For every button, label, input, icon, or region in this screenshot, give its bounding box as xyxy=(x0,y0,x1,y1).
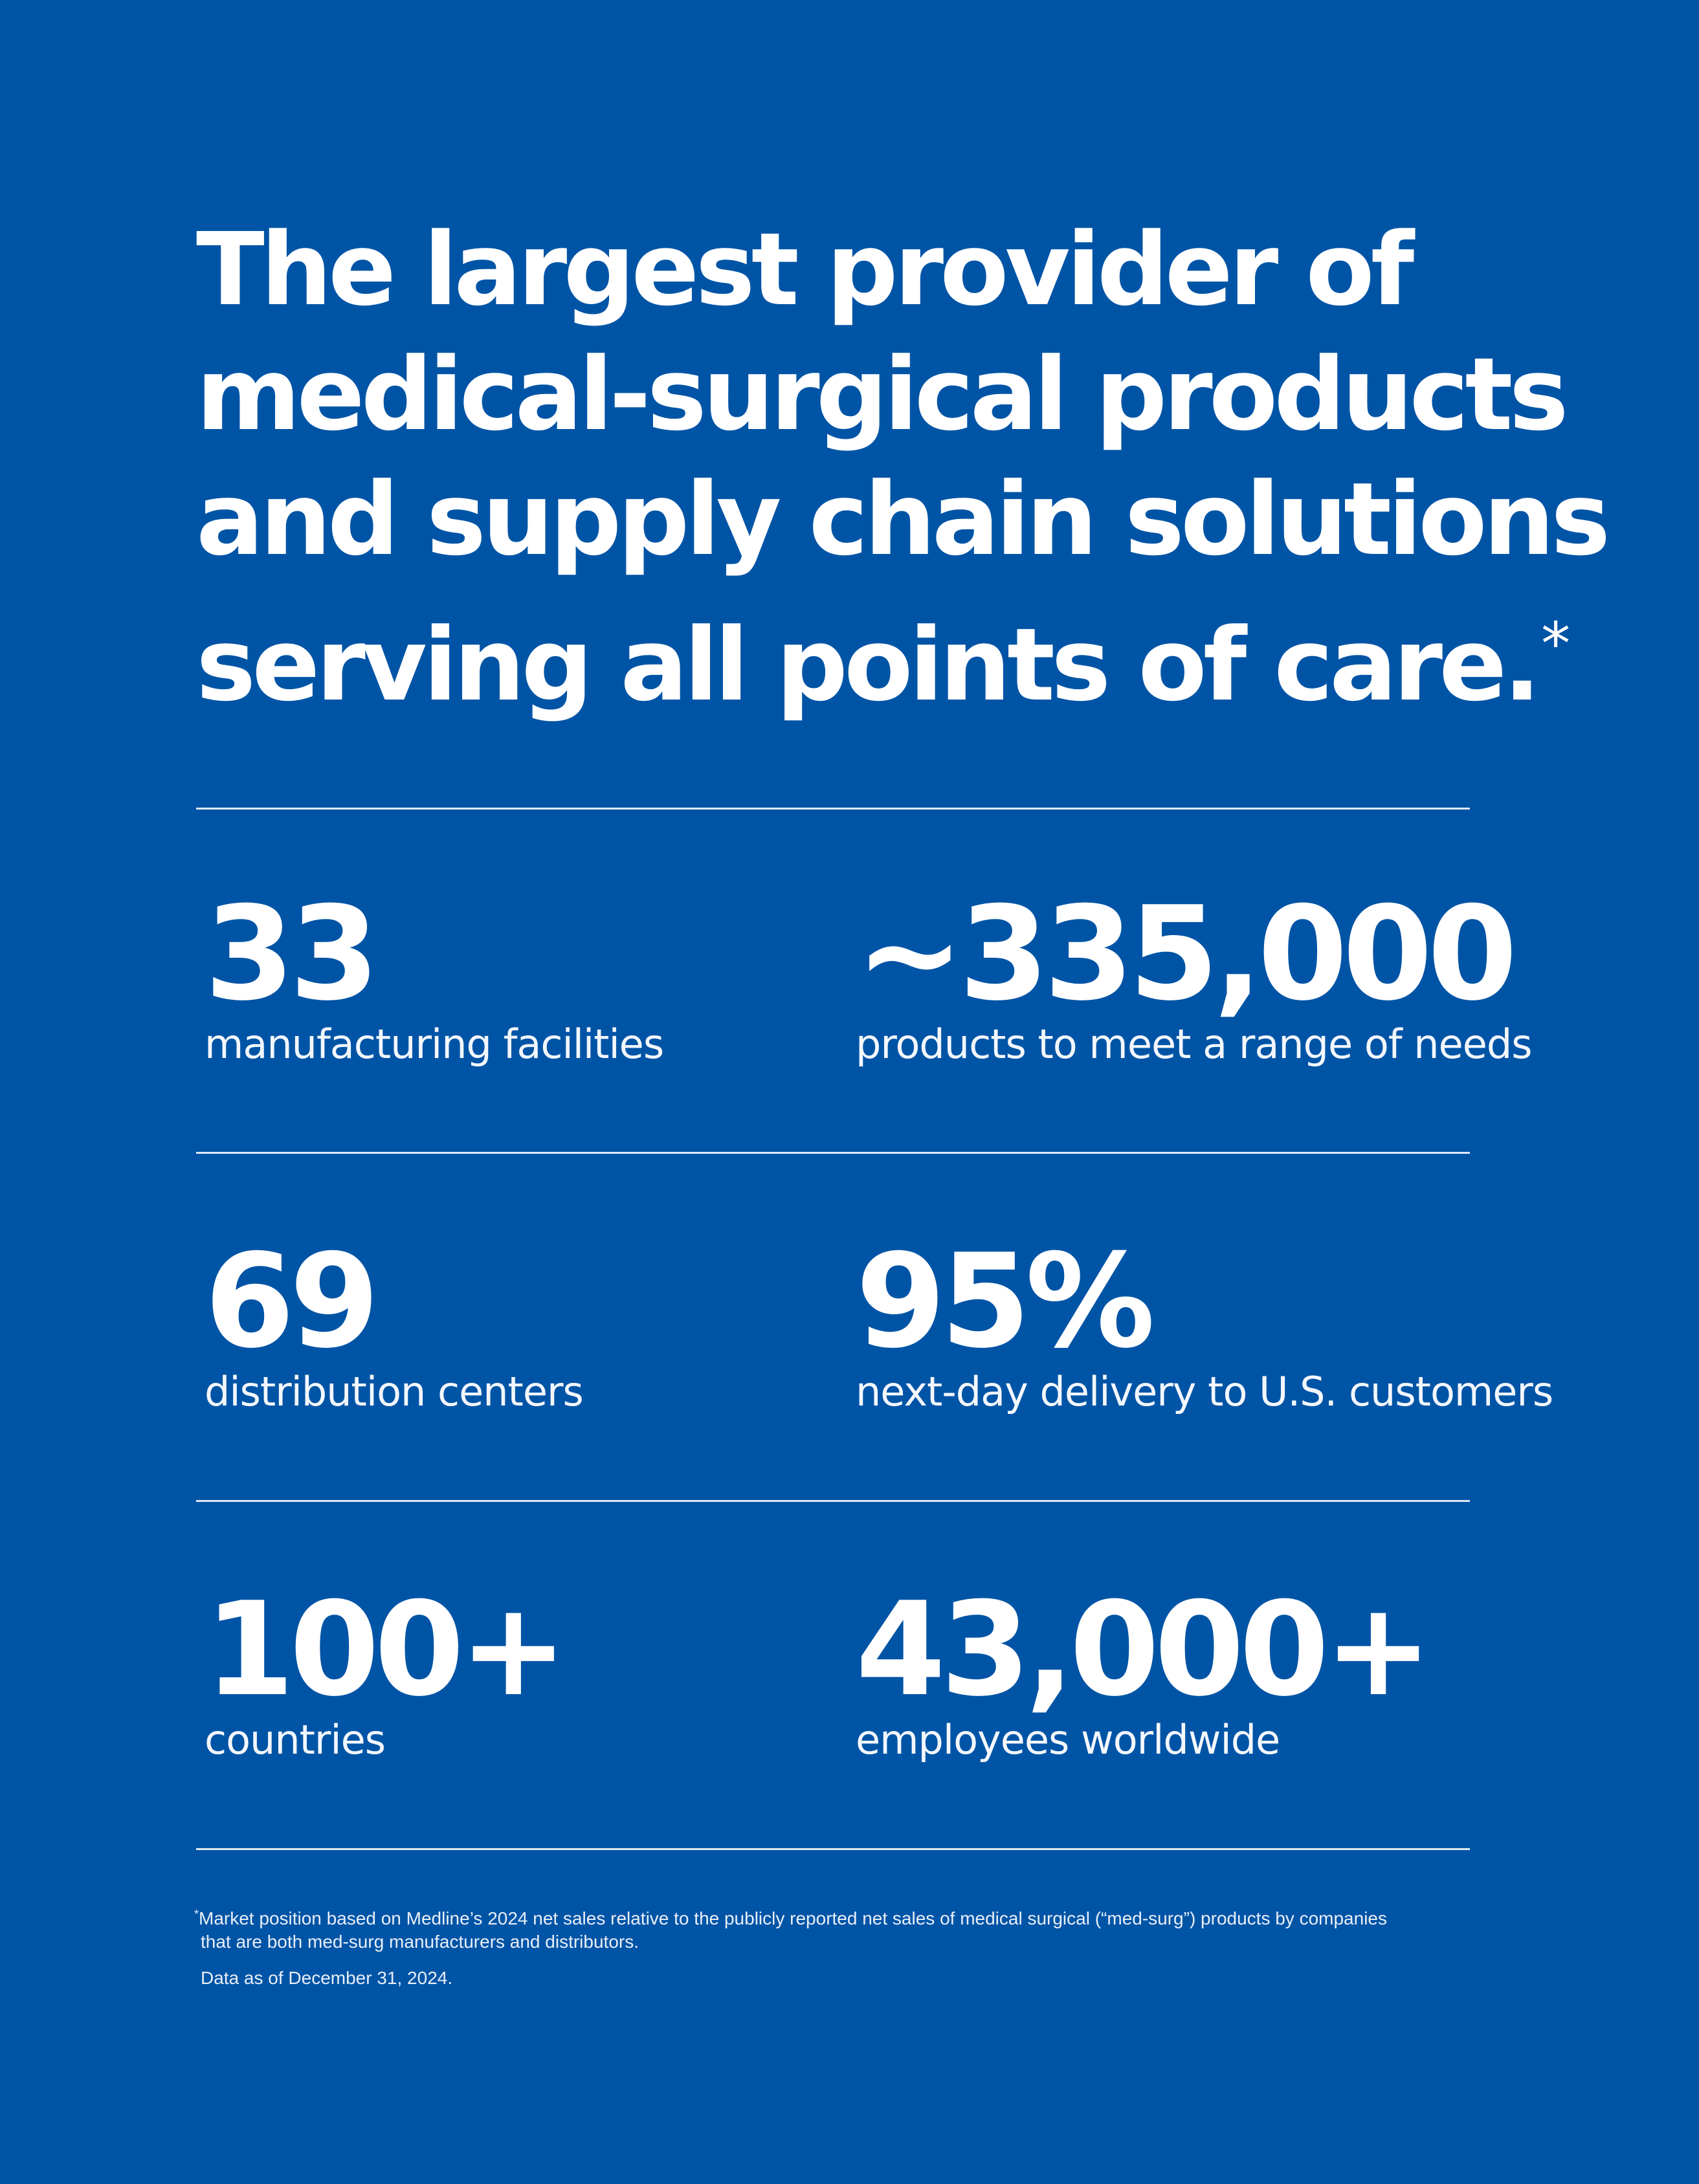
stat-label: countries xyxy=(205,1716,386,1763)
headline: The largest provider of medical-surgical… xyxy=(196,207,1610,727)
stat-value: 43,000+ xyxy=(856,1574,1432,1725)
stat-distribution-centers: 69 distribution centers xyxy=(205,1226,584,1415)
stat-label: employees worldwide xyxy=(856,1716,1280,1763)
footnote-line-2: that are both med-surg manufacturers and… xyxy=(201,1932,639,1952)
stat-label: products to meet a range of needs xyxy=(856,1020,1533,1068)
stat-label: distribution centers xyxy=(205,1368,584,1415)
stat-countries: 100+ countries xyxy=(205,1574,568,1763)
stat-manufacturing-facilities: 33 manufacturing facilities xyxy=(205,879,664,1068)
footnote-line-1: *Market position based on Medline’s 2024… xyxy=(194,1903,1476,1930)
stat-employees: 43,000+ employees worldwide xyxy=(856,1574,1432,1763)
data-date: Data as of December 31, 2024. xyxy=(201,1968,453,1988)
footnote: *Market position based on Medline’s 2024… xyxy=(194,1903,1476,1990)
stat-value: 69 xyxy=(205,1226,379,1377)
divider-3 xyxy=(196,1500,1470,1502)
headline-line-4-text: serving all points of care. xyxy=(196,606,1541,723)
stat-next-day-delivery: 95% next-day delivery to U.S. customers xyxy=(856,1237,1553,1415)
divider-4 xyxy=(196,1848,1470,1850)
headline-line-4: serving all points of care.* xyxy=(196,582,1570,727)
stat-label: manufacturing facilities xyxy=(205,1020,664,1068)
headline-line-2: medical-surgical products xyxy=(196,336,1569,453)
headline-line-3: and supply chain solutions xyxy=(196,461,1610,578)
stat-value: 33 xyxy=(205,879,379,1030)
footnote-text-1: Market position based on Medline’s 2024 … xyxy=(199,1908,1387,1928)
footnote-mark: * xyxy=(194,1908,199,1921)
stat-value: 100+ xyxy=(205,1574,568,1725)
headline-asterisk: * xyxy=(1541,610,1571,678)
stat-value: ~335,000 xyxy=(856,879,1518,1030)
headline-block: The largest provider of medical-surgical… xyxy=(196,207,1610,727)
stat-value: 95% xyxy=(856,1226,1155,1377)
stat-label: next-day delivery to U.S. customers xyxy=(856,1368,1553,1415)
stat-products: ~335,000 products to meet a range of nee… xyxy=(856,879,1533,1068)
divider-1 xyxy=(196,808,1470,810)
divider-2 xyxy=(196,1152,1470,1154)
headline-line-1: The largest provider of xyxy=(196,211,1414,328)
